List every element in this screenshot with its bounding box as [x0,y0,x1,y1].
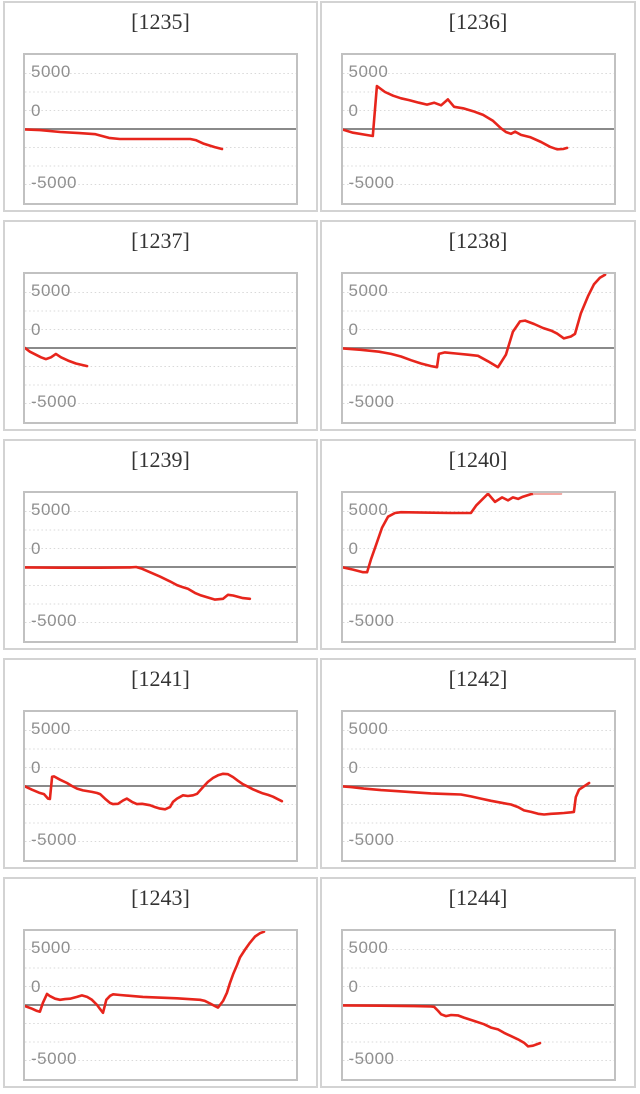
y-axis-label-neg5000: -5000 [31,173,77,192]
y-axis-label-neg5000: -5000 [348,392,395,411]
y-axis-label-0: 0 [31,977,41,996]
plot-area-1244: 5000 0 -5000 [340,929,616,1081]
chart-panel-1237: [1237] 5000 0 -5000 [3,220,318,431]
chart-panel-1242: [1242] 5000 0 -5000 [320,658,636,869]
plot-area-1235: 5000 0 -5000 [23,53,298,205]
y-axis-label-0: 0 [31,539,41,558]
y-axis-label-5000: 5000 [31,500,71,519]
y-axis-label-5000: 5000 [348,281,389,300]
y-axis-label-5000: 5000 [31,938,71,957]
y-axis-label-5000: 5000 [31,62,71,81]
chart-panel-1244: [1244] 5000 0 -5000 [320,877,636,1088]
y-axis-label-neg5000: -5000 [348,173,395,192]
chart-panel-1243: [1243] 5000 0 -5000 [3,877,318,1088]
chart-title-1242: [1242] [448,666,508,691]
y-axis-label-5000: 5000 [348,500,389,519]
chart-panel-1238: [1238] 5000 0 -5000 [320,220,636,431]
chart-title-1237: [1237] [131,228,190,253]
y-axis-label-5000: 5000 [31,719,71,738]
y-axis-label-0: 0 [348,320,359,339]
chart-panel-1240: [1240] 5000 0 -5000 [320,439,636,650]
line-chart-1244 [342,949,614,1061]
y-axis-label-5000: 5000 [348,938,389,957]
chart-panel-1241: [1241] 5000 0 -5000 [3,658,318,869]
chart-title-1239: [1239] [131,447,190,472]
chart-title-1235: [1235] [131,9,190,34]
y-axis-label-0: 0 [348,758,359,777]
line-chart-1243 [25,931,296,1061]
y-axis-label-neg5000: -5000 [31,1049,77,1068]
y-axis-label-neg5000: -5000 [31,392,77,411]
plot-area-1241: 5000 0 -5000 [23,710,298,862]
chart-title-1238: [1238] [448,228,508,253]
chart-panel-1236: [1236] 5000 0 -5000 [320,1,636,212]
line-chart-1239 [25,511,296,623]
plot-area-1242: 5000 0 -5000 [340,710,616,862]
y-axis-label-0: 0 [31,320,41,339]
line-chart-1240 [342,493,614,623]
y-axis-label-neg5000: -5000 [348,830,395,849]
y-axis-label-neg5000: -5000 [348,1049,395,1068]
chart-title-1241: [1241] [131,666,190,691]
plot-area-1240: 5000 0 -5000 [340,491,616,643]
line-chart-1236 [342,73,614,185]
y-axis-label-0: 0 [348,101,359,120]
plot-area-1237: 5000 0 -5000 [23,272,298,424]
line-chart-1242 [342,730,614,842]
y-axis-label-0: 0 [348,539,359,558]
plot-area-1239: 5000 0 -5000 [23,491,298,643]
plot-area-1243: 5000 0 -5000 [23,929,298,1081]
chart-panel-1239: [1239] 5000 0 -5000 [3,439,318,650]
y-axis-label-5000: 5000 [31,281,71,300]
line-chart-1237 [25,292,296,404]
plot-area-1238: 5000 0 -5000 [340,272,616,424]
chart-title-1240: [1240] [448,447,508,472]
y-axis-label-0: 0 [348,977,359,996]
y-axis-label-neg5000: -5000 [348,611,395,630]
y-axis-label-0: 0 [31,758,41,777]
line-chart-1241 [25,730,296,842]
chart-panel-1235: [1235] 5000 0 -5000 [3,1,318,212]
y-axis-label-0: 0 [31,101,41,120]
y-axis-label-5000: 5000 [348,62,389,81]
chart-title-1243: [1243] [131,885,190,910]
chart-title-1244: [1244] [448,885,508,910]
line-chart-1235 [25,73,296,185]
y-axis-label-neg5000: -5000 [31,611,77,630]
plot-area-1236: 5000 0 -5000 [340,53,616,205]
y-axis-label-neg5000: -5000 [31,830,77,849]
chart-title-1236: [1236] [448,9,508,34]
y-axis-label-5000: 5000 [348,719,389,738]
line-chart-1238 [342,274,614,404]
